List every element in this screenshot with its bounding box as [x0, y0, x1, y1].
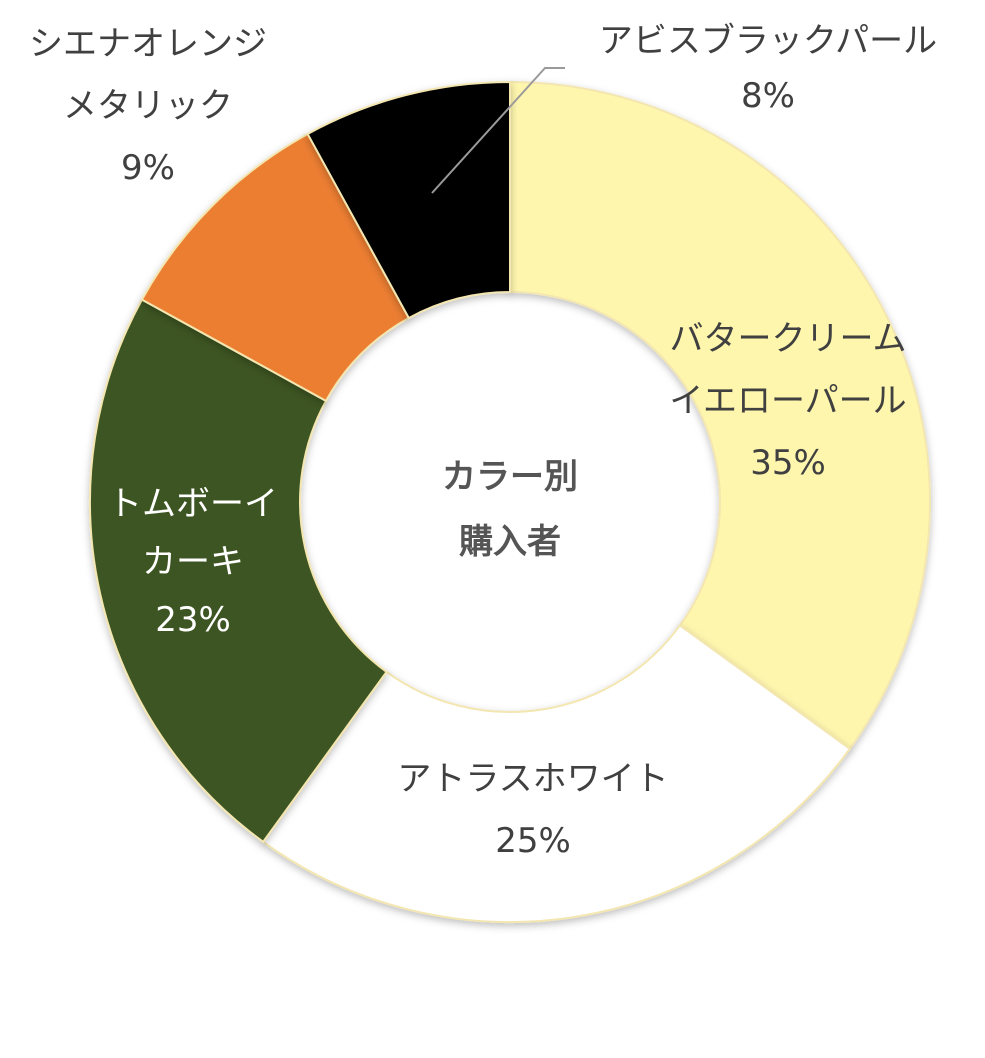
center-label: カラー別 購入者 — [442, 457, 578, 562]
data-label-tomboy-khaki-value: 23% — [155, 600, 231, 640]
data-label-tomboy-khaki-name: トムボーイ — [108, 484, 278, 524]
data-label-sienna-orange-name: シエナオレンジ — [29, 24, 267, 64]
data-label-butter-cream-value: 35% — [750, 443, 826, 483]
data-label-butter-cream-name: イエローパール — [669, 381, 906, 421]
slice-tomboy-khaki — [89, 298, 388, 844]
center-label-line-1: カラー別 — [442, 457, 578, 497]
data-label-sienna-orange-name: メタリック — [63, 86, 233, 126]
leader-line-abyss-black — [431, 67, 565, 194]
slice-butter-cream — [509, 80, 931, 751]
leader-layer — [431, 67, 565, 194]
data-label-tomboy-khaki-name: カーキ — [142, 542, 244, 582]
slice-abyss-black — [306, 80, 511, 320]
center-label-line-2: 購入者 — [459, 522, 561, 562]
data-label-atlas-white-value: 25% — [495, 821, 571, 861]
data-label-atlas-white-name: アトラスホワイト — [397, 759, 668, 799]
slice-atlas-white — [261, 624, 852, 923]
data-label-abyss-black-value: 8% — [741, 76, 795, 116]
data-label-butter-cream-name: バタークリーム — [670, 319, 907, 359]
slices-layer — [89, 80, 931, 923]
data-label-sienna-orange-value: 9% — [121, 148, 175, 188]
data-label-abyss-black-name: アビスブラックパール — [599, 21, 937, 61]
